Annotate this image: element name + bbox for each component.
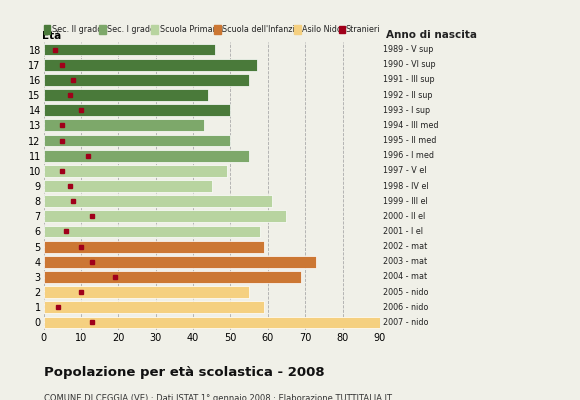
- Text: Sec. II grado: Sec. II grado: [52, 25, 102, 34]
- Text: 2002 - mat: 2002 - mat: [383, 242, 427, 251]
- Text: 2001 - I el: 2001 - I el: [383, 227, 423, 236]
- Bar: [44, 210, 287, 222]
- Bar: [44, 104, 230, 116]
- Bar: [44, 59, 256, 71]
- Text: 1989 - V sup: 1989 - V sup: [383, 45, 433, 54]
- Text: COMUNE DI CEGGIA (VE) · Dati ISTAT 1° gennaio 2008 · Elaborazione TUTTITALIA.IT: COMUNE DI CEGGIA (VE) · Dati ISTAT 1° ge…: [44, 394, 392, 400]
- Bar: [44, 286, 249, 298]
- Text: 1995 - II med: 1995 - II med: [383, 136, 436, 145]
- Bar: [44, 316, 380, 328]
- Bar: [44, 195, 271, 207]
- Text: Anno di nascita: Anno di nascita: [386, 30, 477, 40]
- Bar: [44, 44, 215, 56]
- Bar: [44, 226, 260, 237]
- Text: 1993 - I sup: 1993 - I sup: [383, 106, 430, 115]
- Bar: [44, 241, 264, 252]
- Text: 1991 - III sup: 1991 - III sup: [383, 75, 434, 84]
- Text: 1997 - V el: 1997 - V el: [383, 166, 426, 175]
- Text: 2005 - nido: 2005 - nido: [383, 288, 428, 297]
- Text: Età: Età: [42, 32, 61, 42]
- Text: 1996 - I med: 1996 - I med: [383, 151, 434, 160]
- Text: 2004 - mat: 2004 - mat: [383, 272, 427, 282]
- Bar: [44, 74, 249, 86]
- Bar: [44, 120, 204, 131]
- Text: Scuola Primaria: Scuola Primaria: [160, 25, 223, 34]
- Bar: [44, 150, 249, 162]
- Text: Sec. I grado: Sec. I grado: [107, 25, 155, 34]
- Text: Scuola dell'Infanzia: Scuola dell'Infanzia: [222, 25, 300, 34]
- Text: 2006 - nido: 2006 - nido: [383, 303, 428, 312]
- Text: Popolazione per età scolastica - 2008: Popolazione per età scolastica - 2008: [44, 366, 324, 379]
- Text: 1998 - IV el: 1998 - IV el: [383, 182, 429, 190]
- Bar: [44, 165, 227, 177]
- Bar: [44, 89, 208, 101]
- Bar: [44, 271, 302, 283]
- Text: 2000 - II el: 2000 - II el: [383, 212, 425, 221]
- Bar: [44, 135, 230, 146]
- Text: 2003 - mat: 2003 - mat: [383, 257, 427, 266]
- Text: 1994 - III med: 1994 - III med: [383, 121, 438, 130]
- Bar: [44, 256, 316, 268]
- Text: 1992 - II sup: 1992 - II sup: [383, 90, 432, 100]
- Text: 2007 - nido: 2007 - nido: [383, 318, 428, 327]
- Text: 1999 - III el: 1999 - III el: [383, 197, 427, 206]
- Text: Asilo Nido: Asilo Nido: [302, 25, 342, 34]
- Bar: [44, 301, 264, 313]
- Text: Stranieri: Stranieri: [346, 25, 380, 34]
- Text: 1990 - VI sup: 1990 - VI sup: [383, 60, 436, 69]
- Bar: [44, 180, 212, 192]
